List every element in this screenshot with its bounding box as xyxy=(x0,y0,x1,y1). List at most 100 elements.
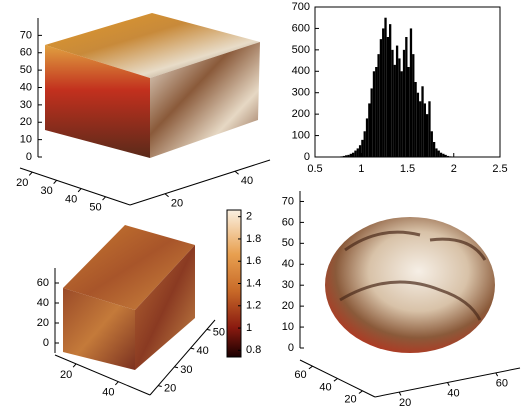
y-tick xyxy=(164,193,169,198)
bar xyxy=(407,67,410,157)
z-tick-label: 0 xyxy=(26,151,32,163)
bar xyxy=(416,92,420,157)
y-tick xyxy=(158,385,162,388)
z-tick-label: 70 xyxy=(282,195,294,207)
x-tick-label: 50 xyxy=(89,202,101,214)
y-tick xyxy=(308,365,313,370)
bar xyxy=(389,24,392,158)
bar xyxy=(384,17,387,158)
colorbar-tick-label: 1.8 xyxy=(246,233,261,245)
x-tick-label: 1 xyxy=(358,163,364,175)
surface-face xyxy=(45,45,150,158)
bar xyxy=(393,64,396,157)
colorbar-tick-label: 0.8 xyxy=(246,344,261,356)
y-tick-label: 20 xyxy=(344,394,356,406)
z-tick-label: 60 xyxy=(37,277,49,289)
bar xyxy=(428,101,431,157)
surface-face xyxy=(63,225,195,310)
y-tick xyxy=(358,390,363,394)
x-tick xyxy=(495,372,499,377)
z-tick-label: 60 xyxy=(282,216,294,228)
bar xyxy=(340,156,343,157)
bar xyxy=(349,153,352,157)
bar xyxy=(437,150,440,157)
bar xyxy=(426,114,429,157)
bar xyxy=(414,82,417,157)
x-tick xyxy=(114,381,119,386)
x-tick-label: 30 xyxy=(41,185,53,197)
x-tick-label: 20 xyxy=(60,369,72,381)
y-tick-label: 0 xyxy=(304,151,310,163)
y-tick-label: 500 xyxy=(292,44,310,56)
bar xyxy=(419,101,422,157)
z-tick-label: 20 xyxy=(282,300,294,312)
bar xyxy=(368,103,371,157)
y-tick-label: 200 xyxy=(292,108,310,120)
bar xyxy=(421,86,424,157)
x-tick xyxy=(28,171,33,176)
x-tick xyxy=(398,391,402,396)
z-tick-label: 20 xyxy=(37,317,49,329)
bar xyxy=(439,152,443,157)
y-tick-label: 40 xyxy=(241,175,253,187)
y-tick-label: 30 xyxy=(180,364,192,376)
x-axis xyxy=(19,167,131,206)
z-tick-label: 40 xyxy=(37,297,49,309)
surface-face xyxy=(150,42,260,158)
bar xyxy=(400,71,403,157)
bar xyxy=(432,142,436,157)
bar xyxy=(354,150,357,157)
y-tick-label: 700 xyxy=(292,1,310,13)
bar xyxy=(446,155,450,157)
y-tick-label: 400 xyxy=(292,65,310,77)
surface-face xyxy=(135,245,195,370)
bar xyxy=(449,156,452,157)
z-tick-label: 40 xyxy=(282,258,294,270)
z-tick-label: 30 xyxy=(282,279,294,291)
x-tick-label: 0.5 xyxy=(307,163,322,175)
y-tick xyxy=(190,347,195,350)
y-tick xyxy=(174,366,179,369)
bar xyxy=(372,71,376,157)
bar xyxy=(430,131,433,157)
bar xyxy=(370,88,373,157)
x-tick xyxy=(102,196,106,201)
bar xyxy=(435,148,438,157)
bar xyxy=(342,155,346,157)
z-tick-label: 10 xyxy=(20,134,32,146)
x-tick-label: 40 xyxy=(65,193,77,205)
z-tick-label: 30 xyxy=(20,99,32,111)
colorbar-tick-label: 1.4 xyxy=(246,277,261,289)
y-tick xyxy=(333,378,338,382)
y-tick-label: 300 xyxy=(292,87,310,99)
x-tick xyxy=(72,363,77,368)
bar xyxy=(361,139,364,157)
z-tick-label: 50 xyxy=(20,64,32,76)
surface-face xyxy=(63,288,135,370)
bar xyxy=(347,154,350,157)
colorbar-tick-label: 1 xyxy=(246,322,252,334)
surface-texture xyxy=(339,230,487,321)
z-tick-label: 20 xyxy=(20,116,32,128)
y-axis xyxy=(149,319,216,396)
y-tick xyxy=(206,328,211,331)
bar xyxy=(442,153,445,157)
bar xyxy=(412,54,415,158)
bar xyxy=(402,49,406,157)
y-tick-label: 100 xyxy=(292,129,310,141)
x-tick-label: 40 xyxy=(447,387,459,399)
z-tick-label: 40 xyxy=(20,81,32,93)
bar xyxy=(365,118,369,157)
bar xyxy=(356,148,359,157)
y-tick-label: 50 xyxy=(213,326,225,338)
colorbar-tick-label: 1.6 xyxy=(246,255,261,267)
y-tick xyxy=(234,170,239,175)
y-axis xyxy=(129,159,271,206)
colorbar-tick-label: 1.2 xyxy=(246,300,261,312)
bar xyxy=(382,28,385,157)
bar xyxy=(375,67,378,157)
y-tick-label: 40 xyxy=(319,381,331,393)
bar xyxy=(352,152,355,157)
bar xyxy=(363,131,366,157)
